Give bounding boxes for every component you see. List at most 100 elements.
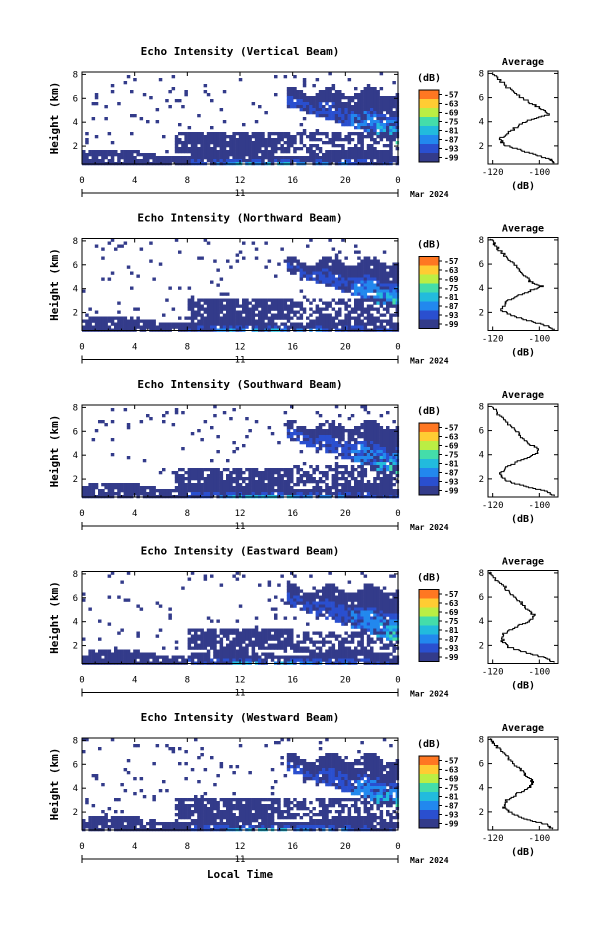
heatmap-cell xyxy=(338,150,342,154)
heatmap-cell xyxy=(123,489,128,493)
heatmap-cell xyxy=(363,613,368,617)
heatmap-cell xyxy=(258,141,262,145)
heatmap-cell xyxy=(302,129,307,133)
heatmap-cell xyxy=(341,153,345,157)
heatmap-cell xyxy=(363,592,368,596)
heatmap-cell xyxy=(382,280,387,284)
colorbar-swatch xyxy=(419,90,439,100)
heatmap-cell xyxy=(171,658,176,662)
heatmap-cell xyxy=(290,628,294,632)
heatmap-cell xyxy=(328,265,332,269)
heatmap-cell xyxy=(363,607,368,611)
colorbar-frame xyxy=(418,589,440,662)
heatmap-cell xyxy=(197,256,201,260)
heatmap-cell xyxy=(341,622,345,626)
heatmap-cell xyxy=(219,277,224,281)
heatmap-cell xyxy=(216,156,220,160)
heatmap-cell xyxy=(235,259,240,263)
heatmap-cell xyxy=(366,486,371,490)
heatmap-cell xyxy=(386,265,390,269)
heatmap-cell xyxy=(318,489,323,493)
heatmap-cell xyxy=(366,435,371,439)
heatmap-cell xyxy=(389,604,393,608)
heatmap-cell xyxy=(373,141,377,145)
heatmap-cell xyxy=(286,319,291,323)
heatmap-cell xyxy=(376,625,380,629)
heatmap-cell xyxy=(376,652,380,656)
heatmap-cell xyxy=(331,426,336,430)
heatmap-cell xyxy=(325,429,329,433)
heatmap-cell xyxy=(306,471,310,475)
heatmap-cell xyxy=(226,156,230,160)
heatmap-cell xyxy=(322,93,326,97)
heatmap-cell xyxy=(379,114,384,118)
heatmap-cell xyxy=(389,610,393,614)
heatmap-cell xyxy=(226,135,230,139)
heatmap-cell xyxy=(242,153,246,157)
heatmap-cell xyxy=(302,93,307,97)
heatmap-cell xyxy=(181,105,185,109)
heatmap-cell xyxy=(267,598,272,602)
heatmap-cell xyxy=(309,238,313,242)
heatmap-cell xyxy=(382,486,387,490)
heatmap-cell xyxy=(126,426,131,430)
heatmap-cell xyxy=(354,646,358,650)
heatmap-cell xyxy=(219,655,224,659)
heatmap-cell xyxy=(328,108,332,112)
heatmap-cell xyxy=(306,429,310,433)
heatmap-cell xyxy=(328,105,332,109)
heatmap-cell xyxy=(370,120,374,124)
heatmap-cell xyxy=(258,144,262,148)
heatmap-cell xyxy=(280,574,284,578)
colorbar-unit: (dB) xyxy=(417,406,441,417)
heatmap-cell xyxy=(299,99,304,103)
heatmap-cell xyxy=(139,652,144,656)
heatmap-cell xyxy=(232,316,236,320)
heatmap-cell xyxy=(277,325,281,329)
heatmap-cell xyxy=(354,147,358,151)
heatmap-cell xyxy=(254,616,259,620)
colorbar-tick-label: -99 xyxy=(444,154,459,163)
heatmap-cell xyxy=(210,316,214,320)
heatmap-cell xyxy=(379,325,384,329)
heatmap-cell xyxy=(373,289,377,293)
heatmap-cell xyxy=(379,658,384,662)
heatmap-cell xyxy=(392,468,396,472)
heatmap-cell xyxy=(325,325,329,329)
heatmap-cell xyxy=(117,655,121,659)
heatmap-cell xyxy=(392,295,396,299)
heatmap-cell xyxy=(357,268,361,272)
heatmap-cell xyxy=(312,138,316,142)
heatmap-cell xyxy=(376,598,380,602)
heatmap-cell xyxy=(264,658,268,662)
heatmap-cell xyxy=(318,105,323,109)
heatmap-cell xyxy=(315,607,320,611)
heatmap-cell xyxy=(334,108,339,112)
heatmap-cell xyxy=(299,322,304,326)
heatmap-cell xyxy=(325,595,329,599)
heatmap-cell xyxy=(280,643,284,647)
heatmap-cell xyxy=(286,102,291,106)
heatmap-cell xyxy=(389,301,393,305)
heatmap-cell xyxy=(331,99,336,103)
heatmap-cell xyxy=(187,631,192,635)
heatmap-cell xyxy=(344,307,348,311)
heatmap-cell xyxy=(366,123,371,127)
heatmap-cell xyxy=(126,456,131,460)
heatmap-cell xyxy=(370,601,374,605)
heatmap-cell xyxy=(360,277,364,281)
heatmap-cell xyxy=(360,486,364,490)
heatmap-cell xyxy=(123,649,128,653)
heatmap-cell xyxy=(293,583,297,587)
heatmap-cell xyxy=(174,144,179,148)
heatmap-cell xyxy=(299,307,304,311)
heatmap-cell xyxy=(296,265,300,269)
heatmap-cell xyxy=(200,319,204,323)
heatmap-cell xyxy=(299,492,304,496)
heatmap-cell xyxy=(318,96,323,100)
heatmap-title: Echo Intensity (Northward Beam) xyxy=(137,212,342,225)
heatmap-cell xyxy=(309,432,313,436)
heatmap-cell xyxy=(286,96,291,100)
heatmap-cell xyxy=(370,432,374,436)
heatmap-cell xyxy=(216,322,220,326)
